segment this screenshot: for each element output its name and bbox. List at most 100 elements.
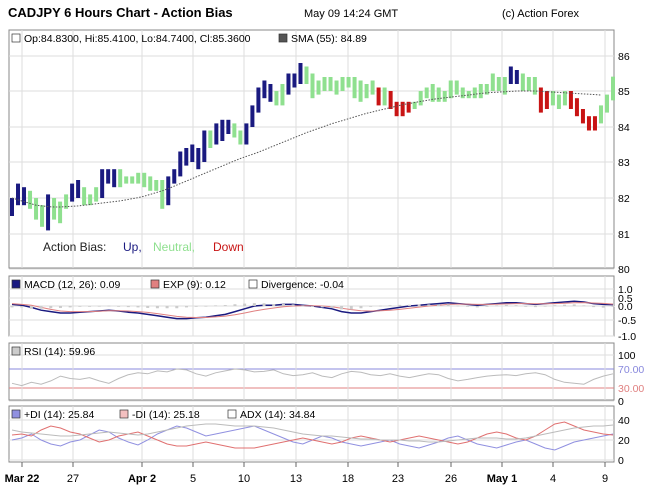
price-bar bbox=[436, 87, 441, 102]
divergence-bar bbox=[78, 306, 82, 307]
x-tick-label: 4 bbox=[550, 473, 556, 485]
y-tick-label: 40 bbox=[618, 415, 630, 427]
legend-swatch bbox=[11, 346, 21, 356]
divergence-bar bbox=[88, 306, 92, 307]
divergence-bar bbox=[97, 305, 101, 307]
price-bar bbox=[52, 198, 57, 220]
price-bar bbox=[148, 176, 153, 191]
divergence-bar bbox=[10, 306, 14, 308]
price-bar bbox=[586, 116, 591, 131]
divergence-bar bbox=[301, 305, 305, 307]
y-tick-label: 85 bbox=[618, 86, 630, 98]
legend-label: Op:84.8300, Hi:85.4100, Lo:84.7400, Cl:8… bbox=[24, 33, 251, 45]
price-bar bbox=[10, 198, 14, 216]
divergence-bar bbox=[68, 306, 72, 308]
chart-title: CADJPY 6 Hours Chart - Action Bias bbox=[8, 5, 233, 20]
x-tick-label: Mar 22 bbox=[5, 473, 40, 485]
price-bar bbox=[82, 187, 87, 206]
legend-label: EXP (9): 0.12 bbox=[163, 279, 226, 291]
price-bar bbox=[100, 169, 105, 198]
price-bar bbox=[424, 87, 429, 99]
x-tick-label: Apr 2 bbox=[128, 473, 156, 485]
price-bar bbox=[376, 87, 381, 106]
divergence-bar bbox=[349, 306, 353, 310]
divergence-bar bbox=[543, 305, 547, 307]
x-tick-label: 10 bbox=[238, 473, 250, 485]
price-bar bbox=[538, 87, 543, 113]
price-bar bbox=[232, 123, 237, 138]
divergence-bar bbox=[466, 306, 470, 307]
divergence-bar bbox=[107, 305, 111, 307]
x-tick-label: 9 bbox=[602, 473, 608, 485]
legend-swatch bbox=[248, 279, 258, 289]
price-bar bbox=[196, 148, 201, 170]
divergence-bar bbox=[533, 306, 537, 308]
price-bar bbox=[520, 73, 525, 91]
price-bar bbox=[106, 169, 111, 184]
divergence-bar bbox=[175, 306, 179, 309]
y-tick-label: 81 bbox=[618, 229, 630, 241]
price-bar bbox=[280, 84, 285, 106]
price-bar bbox=[244, 123, 249, 145]
price-bar bbox=[352, 77, 357, 99]
divergence-bar bbox=[427, 304, 431, 306]
legend-swatch bbox=[119, 409, 129, 419]
price-bar bbox=[412, 101, 417, 109]
price-bar bbox=[262, 80, 267, 99]
x-tick-label: 26 bbox=[445, 473, 457, 485]
legend-label: Divergence: -0.04 bbox=[261, 279, 344, 291]
price-bar bbox=[178, 151, 183, 177]
price-bar bbox=[70, 183, 75, 202]
price-bar bbox=[334, 80, 339, 95]
action-bias-neutral: Neutral, bbox=[153, 240, 195, 254]
price-bar bbox=[514, 70, 519, 84]
series-line-adx-14- bbox=[11, 423, 614, 443]
y-tick-label: 1.0 bbox=[618, 284, 633, 296]
y-tick-label: 0 bbox=[618, 396, 624, 408]
price-bar bbox=[580, 109, 585, 124]
divergence-bar bbox=[495, 305, 499, 307]
divergence-bar bbox=[398, 304, 402, 306]
price-bar bbox=[490, 73, 495, 91]
price-bar bbox=[611, 76, 615, 101]
price-bar bbox=[154, 180, 159, 191]
price-bar bbox=[526, 77, 531, 91]
price-bar bbox=[406, 101, 411, 113]
price-bar bbox=[208, 130, 213, 148]
y-tick-label: 0 bbox=[618, 455, 624, 467]
legend-label: +DI (14): 25.84 bbox=[24, 409, 94, 421]
price-bar bbox=[40, 205, 45, 227]
y-tick-label: 84 bbox=[618, 122, 630, 134]
divergence-bar bbox=[437, 304, 441, 306]
divergence-bar bbox=[611, 306, 615, 307]
price-bar bbox=[370, 80, 375, 95]
sma-line bbox=[11, 90, 602, 208]
price-bar bbox=[532, 77, 537, 95]
series-line-rsi-14- bbox=[11, 368, 614, 387]
divergence-bar bbox=[20, 306, 24, 308]
price-bar bbox=[190, 144, 195, 162]
legend-label: MACD (12, 26): 0.09 bbox=[24, 279, 120, 291]
divergence-bar bbox=[553, 305, 557, 306]
divergence-bar bbox=[291, 304, 295, 306]
divergence-bar bbox=[58, 306, 62, 308]
divergence-bar bbox=[165, 306, 169, 309]
divergence-bar bbox=[524, 306, 528, 307]
legend-swatch bbox=[227, 409, 237, 419]
divergence-bar bbox=[359, 306, 363, 309]
price-bar bbox=[550, 91, 555, 106]
divergence-bar bbox=[272, 304, 276, 306]
price-bar bbox=[460, 87, 465, 99]
price-bar bbox=[604, 94, 609, 113]
divergence-bar bbox=[223, 305, 227, 306]
panel-frame-1 bbox=[8, 29, 615, 269]
price-bar bbox=[388, 91, 393, 109]
divergence-bar bbox=[39, 306, 43, 309]
y-tick-label: 80 bbox=[618, 264, 630, 276]
divergence-bar bbox=[262, 303, 266, 306]
y-tick-label: 83 bbox=[618, 157, 630, 169]
price-bar bbox=[478, 84, 483, 99]
x-tick-label: 5 bbox=[190, 473, 196, 485]
legend-label: -DI (14): 25.18 bbox=[132, 409, 200, 421]
